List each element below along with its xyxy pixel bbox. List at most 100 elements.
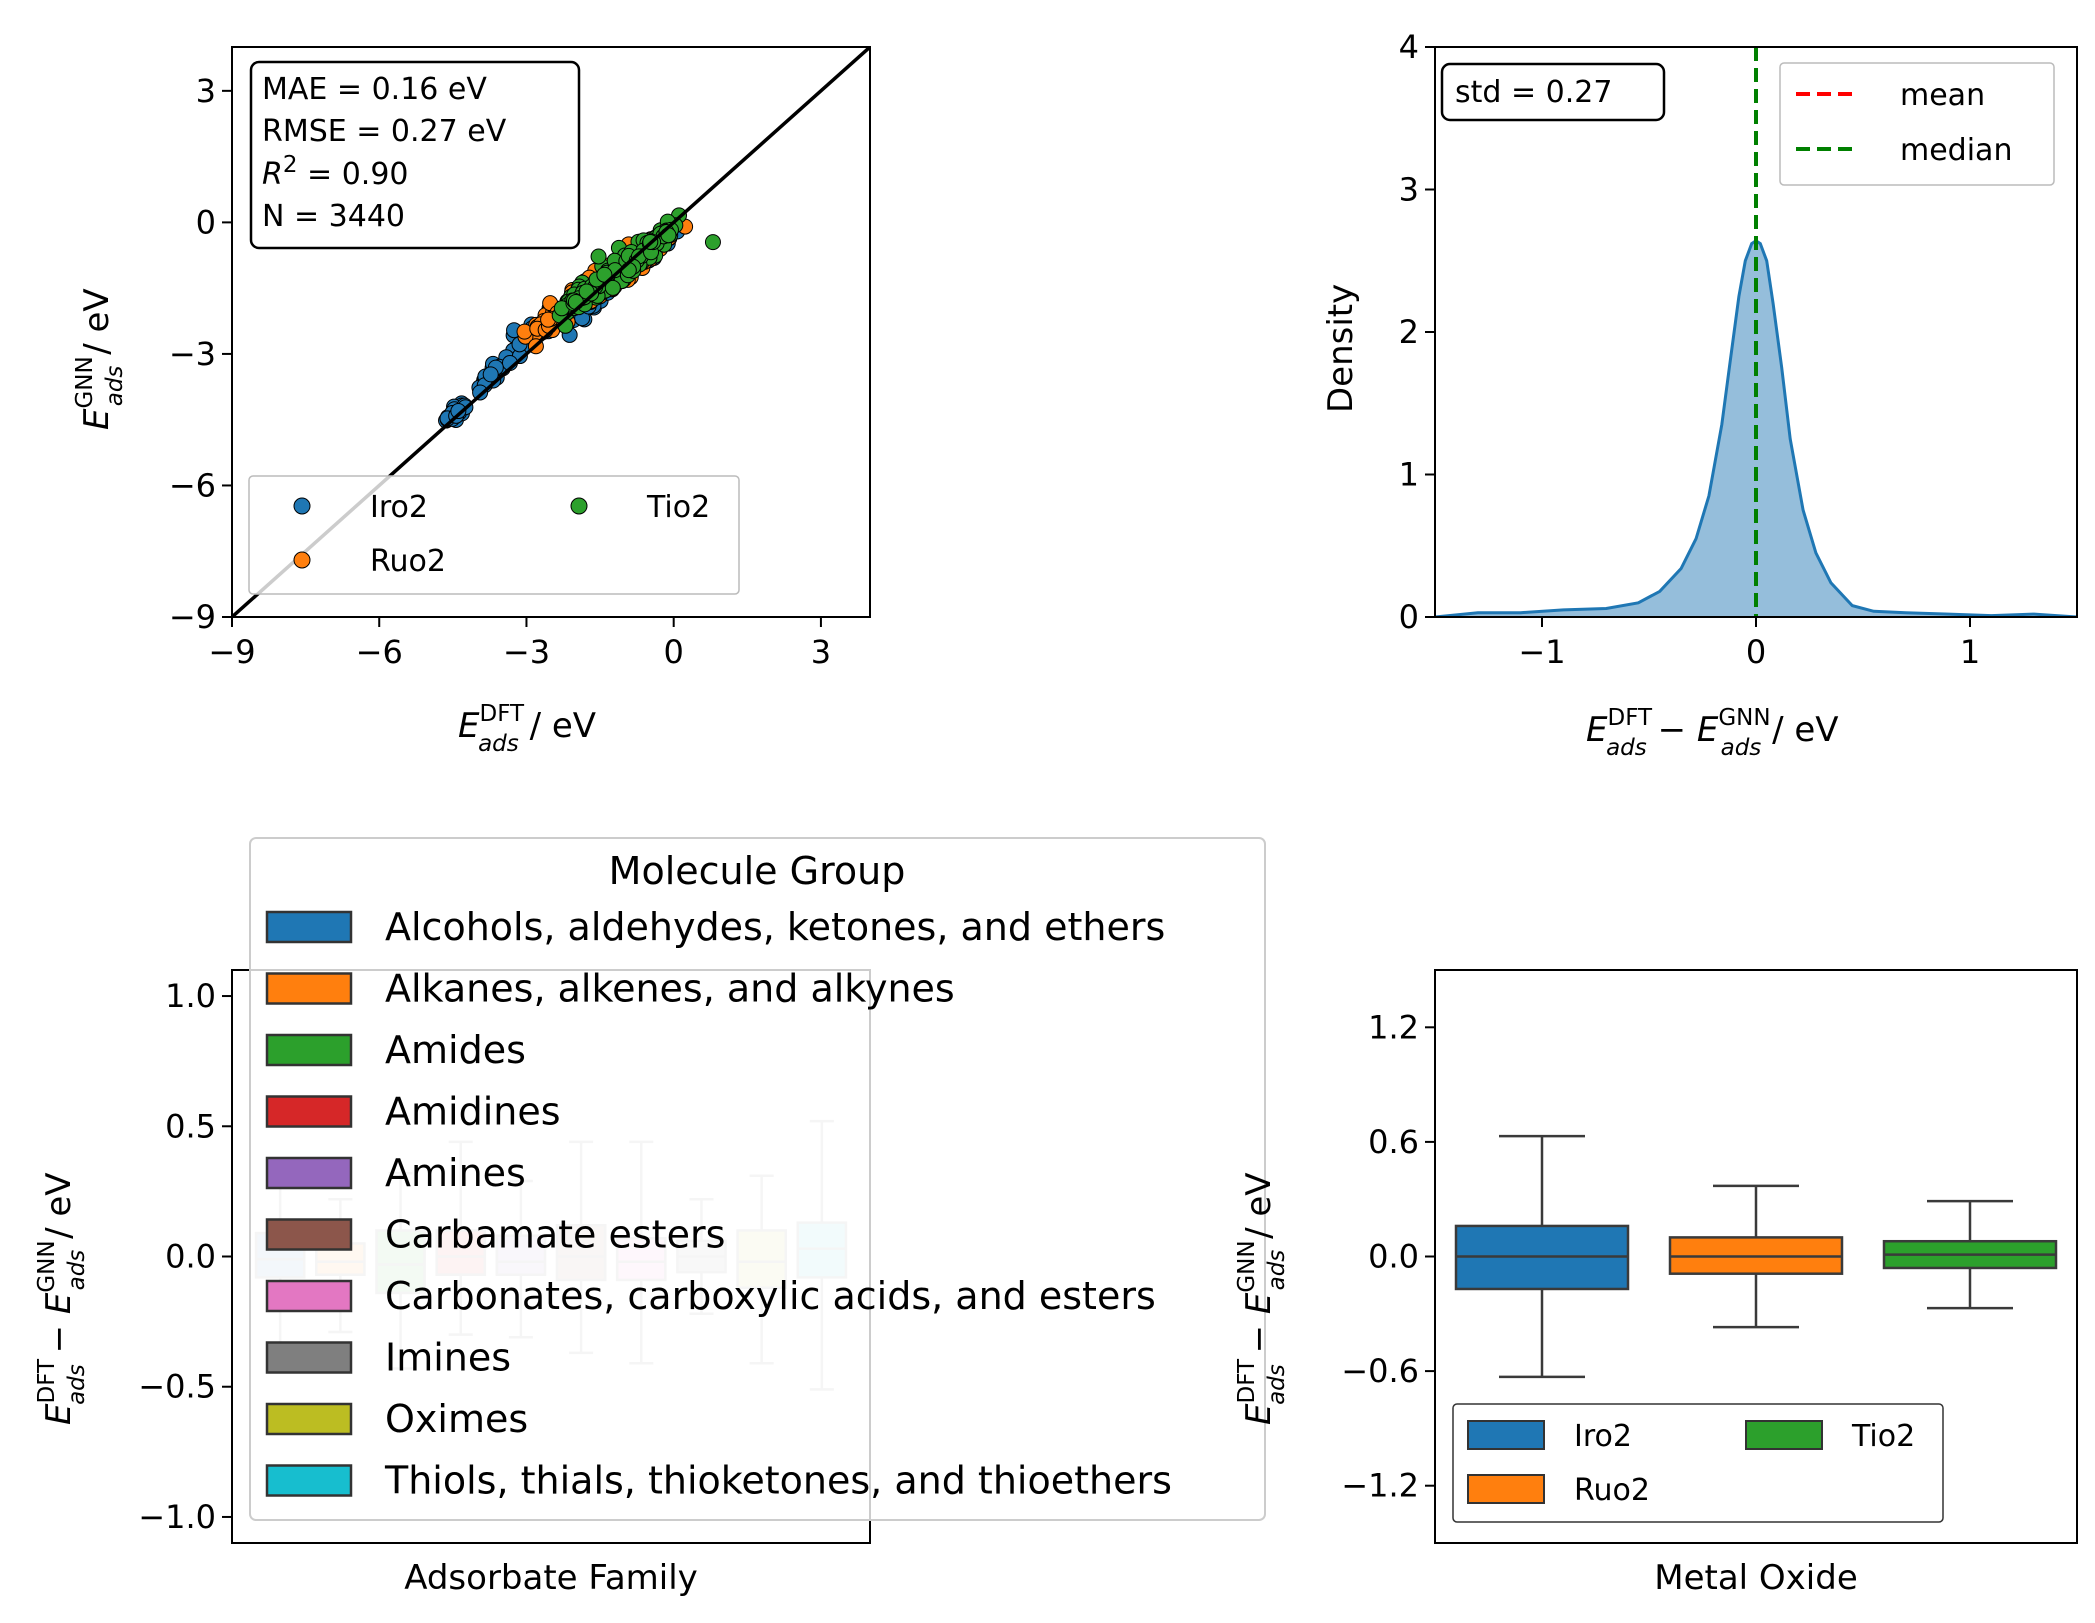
legend-swatch-family-5 bbox=[265, 1156, 353, 1190]
legend-label-family-1: Alcohols, aldehydes, ketones, and ethers bbox=[385, 905, 1165, 949]
oxide-legend-label-ruo2: Ruo2 bbox=[1574, 1473, 1650, 1508]
legend-label-family-4: Amidines bbox=[385, 1090, 561, 1134]
oxide-legend-label-iro2: Iro2 bbox=[1574, 1419, 1632, 1454]
legend-swatch-ruo2 bbox=[1467, 1474, 1545, 1504]
oxide-box-panel: −1.2 −0.6 0.0 0.6 1.2 Metal Oxide EDFT ads − … bbox=[1234, 969, 2078, 1598]
std-label: std = 0.27 bbox=[1455, 75, 1612, 110]
oxide-box-iro2 bbox=[1454, 1134, 1630, 1379]
family-y-tick-label: 1.0 bbox=[165, 977, 216, 1015]
density-y-tick-label: 4 bbox=[1399, 28, 1419, 66]
parity-y-tick-label: −6 bbox=[169, 466, 216, 504]
oxide-boxes bbox=[1454, 1134, 2058, 1379]
parity-x-tick-label: 0 bbox=[664, 633, 684, 671]
parity-y-tick-label: −9 bbox=[169, 598, 216, 636]
legend-label-tio2: Tio2 bbox=[646, 490, 710, 525]
parity-y-label: EGNN ads / eV bbox=[72, 288, 128, 430]
parity-panel: −9 −6 −3 0 3 −9 −6 −3 0 3 MAE = 0.16 eV RMSE = 0… bbox=[72, 46, 871, 757]
legend-swatch-family-3 bbox=[265, 1033, 353, 1067]
oxide-legend: Iro2 Ruo2 Tio2 bbox=[1452, 1403, 1944, 1523]
density-y-tick-label: 3 bbox=[1399, 171, 1419, 209]
legend-swatch-family-9 bbox=[265, 1402, 353, 1436]
legend-label-family-10: Thiols, thials, thioketones, and thioeth… bbox=[384, 1459, 1172, 1503]
parity-stats-box: MAE = 0.16 eV RMSE = 0.27 eV R2 = 0.90 N… bbox=[249, 60, 581, 250]
legend-swatch-family-1 bbox=[265, 910, 353, 944]
legend-swatch-iro2 bbox=[1467, 1420, 1545, 1450]
family-y-ticks: −1.0 −0.5 0.0 0.5 1.0 bbox=[138, 977, 232, 1536]
oxide-box-tio2 bbox=[1882, 1199, 2058, 1310]
parity-x-tick-label: −3 bbox=[503, 633, 550, 671]
legend-marker-iro2 bbox=[293, 497, 311, 515]
stat-r2: R2 = 0.90 bbox=[262, 152, 409, 192]
family-y-tick-label: −0.5 bbox=[138, 1368, 216, 1406]
legend-swatch-family-6 bbox=[265, 1218, 353, 1251]
stat-n: N = 3440 bbox=[262, 199, 405, 234]
density-x-ticks: −1 0 1 bbox=[1518, 617, 1980, 671]
legend-label-family-7: Carbonates, carboxylic acids, and esters bbox=[385, 1274, 1156, 1318]
legend-swatch-family-7 bbox=[265, 1279, 353, 1313]
family-y-label: EDFT ads − EGNN ads / eV bbox=[34, 1172, 90, 1425]
point-iro2 bbox=[482, 366, 499, 383]
point-iro2 bbox=[450, 403, 467, 420]
legend-swatch-family-8 bbox=[265, 1341, 353, 1374]
point-iro2 bbox=[472, 384, 489, 401]
parity-y-tick-label: −3 bbox=[169, 335, 216, 373]
point-tio2 bbox=[604, 279, 621, 296]
family-y-tick-label: −1.0 bbox=[138, 1498, 216, 1536]
parity-y-tick-label: 3 bbox=[196, 72, 216, 110]
density-y-ticks: 0 1 2 3 4 bbox=[1399, 28, 1435, 636]
density-legend: mean median bbox=[1779, 62, 2055, 186]
oxide-y-label: EDFT ads − EGNN ads / eV bbox=[1234, 1172, 1290, 1425]
legend-swatch-tio2 bbox=[1745, 1420, 1823, 1450]
oxide-x-label: Metal Oxide bbox=[1654, 1558, 1858, 1598]
oxide-y-tick-label: −1.2 bbox=[1341, 1467, 1419, 1505]
point-tio2 bbox=[590, 248, 607, 265]
density-x-tick-label: 1 bbox=[1960, 633, 1980, 671]
oxide-legend-label-tio2: Tio2 bbox=[1851, 1419, 1915, 1454]
legend-label-family-3: Amides bbox=[385, 1028, 526, 1072]
family-y-tick-label: 0.0 bbox=[165, 1238, 216, 1276]
oxide-y-tick-label: 0.6 bbox=[1368, 1123, 1419, 1161]
parity-x-label: EDFT ads / eV bbox=[458, 701, 596, 757]
density-x-tick-label: −1 bbox=[1518, 633, 1565, 671]
parity-x-tick-label: −9 bbox=[208, 633, 255, 671]
family-y-tick-label: 0.5 bbox=[165, 1107, 216, 1145]
family-box-panel: −1.0 −0.5 0.0 0.5 1.0 Adsorbate Family EDFT a… bbox=[34, 837, 1266, 1598]
oxide-y-tick-label: 0.0 bbox=[1368, 1238, 1419, 1276]
stat-rmse: RMSE = 0.27 eV bbox=[262, 114, 507, 149]
parity-x-ticks: −9 −6 −3 0 3 bbox=[208, 617, 831, 671]
molecule-group-legend: Molecule Group Alcohols, aldehydes, keto… bbox=[249, 837, 1266, 1521]
density-y-tick-label: 1 bbox=[1399, 456, 1419, 494]
legend-items: Alcohols, aldehydes, ketones, and ethers… bbox=[265, 905, 1172, 1503]
legend-label-family-5: Amines bbox=[385, 1151, 526, 1195]
oxide-y-tick-label: 1.2 bbox=[1368, 1008, 1419, 1046]
legend-title: Molecule Group bbox=[609, 849, 906, 893]
parity-legend: Iro2 Ruo2 Tio2 bbox=[248, 475, 740, 595]
legend-median-label: median bbox=[1900, 133, 2012, 168]
legend-label-iro2: Iro2 bbox=[370, 490, 428, 525]
point-outlier bbox=[704, 234, 721, 251]
density-y-label: Density bbox=[1321, 284, 1361, 413]
legend-label-ruo2: Ruo2 bbox=[370, 544, 446, 579]
oxide-box-ruo2 bbox=[1668, 1184, 1844, 1329]
legend-swatch-family-4 bbox=[265, 1095, 353, 1128]
parity-y-tick-label: 0 bbox=[196, 203, 216, 241]
legend-label-family-9: Oximes bbox=[385, 1397, 528, 1441]
parity-y-ticks: −9 −6 −3 0 3 bbox=[169, 72, 232, 636]
density-x-label: EDFT ads − EGNN ads / eV bbox=[1586, 705, 1839, 761]
parity-x-tick-label: 3 bbox=[811, 633, 831, 671]
legend-marker-tio2 bbox=[570, 497, 588, 515]
density-y-tick-label: 0 bbox=[1399, 598, 1419, 636]
legend-label-family-8: Imines bbox=[385, 1336, 511, 1380]
legend-mean-label: mean bbox=[1900, 78, 1985, 113]
parity-axes-frame bbox=[231, 46, 871, 618]
oxide-y-ticks: −1.2 −0.6 0.0 0.6 1.2 bbox=[1341, 1008, 1435, 1505]
legend-label-family-6: Carbamate esters bbox=[385, 1213, 725, 1257]
oxide-y-tick-label: −0.6 bbox=[1341, 1352, 1419, 1390]
family-x-label: Adsorbate Family bbox=[404, 1558, 698, 1598]
legend-swatch-family-10 bbox=[265, 1464, 353, 1497]
legend-marker-ruo2 bbox=[293, 551, 311, 569]
legend-label-family-2: Alkanes, alkenes, and alkynes bbox=[385, 967, 955, 1011]
density-panel: −1 0 1 0 1 2 3 4 std = 0.27 mean median EDFT ad… bbox=[1321, 28, 2078, 761]
stat-mae: MAE = 0.16 eV bbox=[262, 72, 487, 107]
